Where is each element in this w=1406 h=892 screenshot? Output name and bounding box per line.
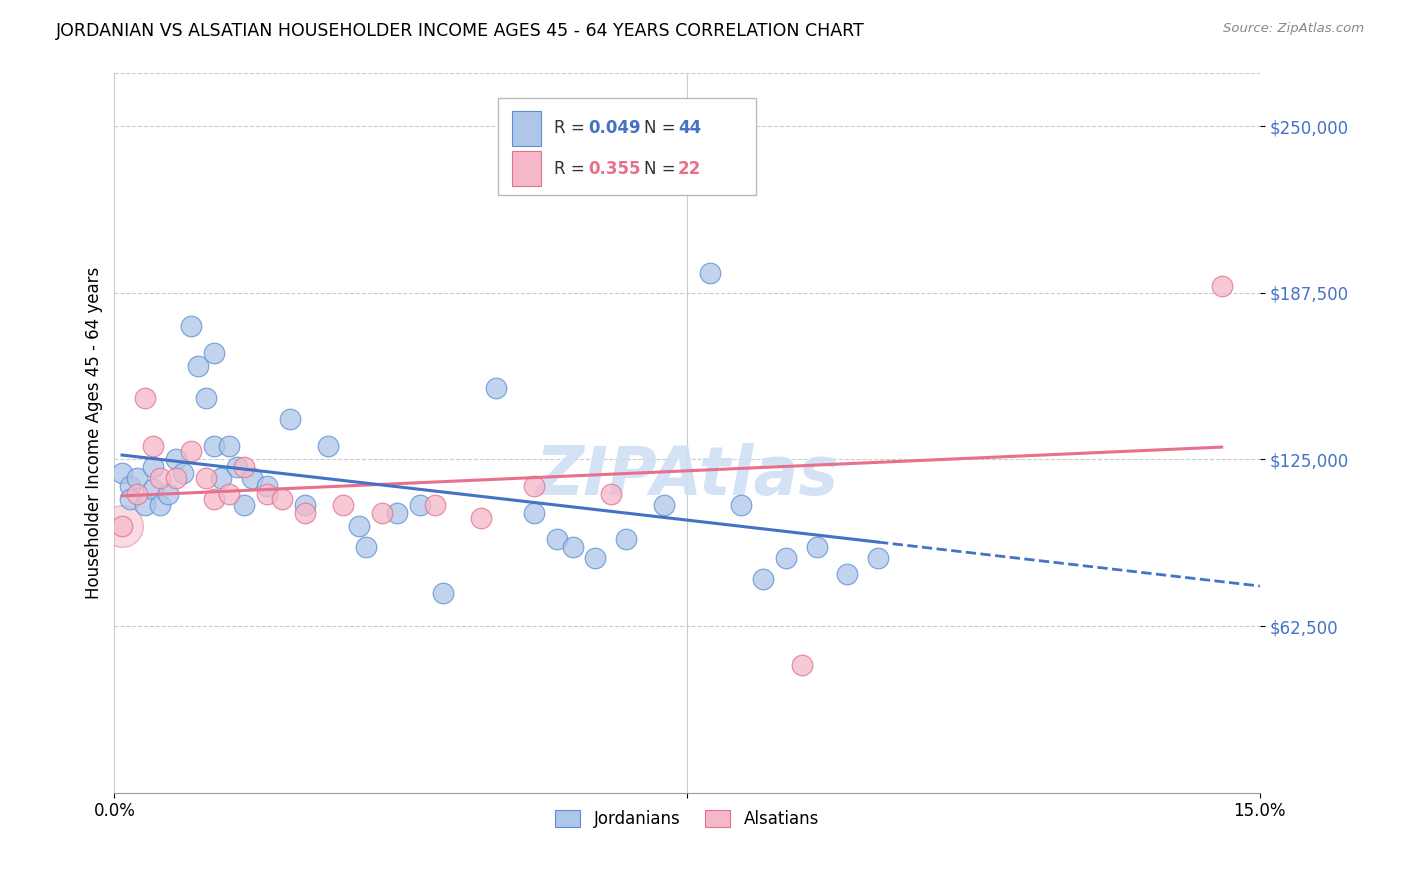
Point xyxy=(561,541,583,555)
Point xyxy=(202,492,225,507)
Point xyxy=(1211,279,1233,293)
Point xyxy=(165,452,187,467)
Point xyxy=(187,359,209,374)
Point xyxy=(195,391,218,405)
Point xyxy=(118,479,141,493)
Point xyxy=(423,498,446,512)
Point xyxy=(111,466,134,480)
Point xyxy=(142,460,165,475)
Point xyxy=(470,511,492,525)
Y-axis label: Householder Income Ages 45 - 64 years: Householder Income Ages 45 - 64 years xyxy=(86,267,103,599)
Point xyxy=(409,498,432,512)
Legend: Jordanians, Alsatians: Jordanians, Alsatians xyxy=(548,803,825,835)
Point xyxy=(356,541,378,555)
Point xyxy=(752,573,775,587)
Point xyxy=(278,412,301,426)
Point xyxy=(385,506,408,520)
Text: 44: 44 xyxy=(678,120,702,137)
Text: JORDANIAN VS ALSATIAN HOUSEHOLDER INCOME AGES 45 - 64 YEARS CORRELATION CHART: JORDANIAN VS ALSATIAN HOUSEHOLDER INCOME… xyxy=(56,22,865,40)
Point xyxy=(256,479,278,493)
Point xyxy=(316,439,339,453)
Point xyxy=(134,391,156,405)
Point xyxy=(218,439,240,453)
Text: 0.355: 0.355 xyxy=(589,160,641,178)
Point xyxy=(202,439,225,453)
Point xyxy=(111,519,134,533)
Point xyxy=(209,471,232,485)
Point xyxy=(195,471,218,485)
Point xyxy=(156,487,179,501)
FancyBboxPatch shape xyxy=(512,112,540,145)
FancyBboxPatch shape xyxy=(512,152,540,186)
Text: 22: 22 xyxy=(678,160,702,178)
Point xyxy=(775,551,797,566)
Point xyxy=(332,498,354,512)
Point xyxy=(218,487,240,501)
Point xyxy=(172,466,194,480)
Point xyxy=(652,498,675,512)
Point xyxy=(523,506,546,520)
Point xyxy=(233,460,256,475)
Point xyxy=(142,482,165,496)
Point xyxy=(614,533,637,547)
Point xyxy=(730,498,752,512)
Point xyxy=(256,487,278,501)
Point xyxy=(165,471,187,485)
Point xyxy=(523,479,546,493)
Point xyxy=(202,346,225,360)
Point xyxy=(142,439,165,453)
Point xyxy=(180,444,202,458)
Point xyxy=(118,492,141,507)
Point xyxy=(111,519,134,533)
Text: R =: R = xyxy=(554,160,591,178)
Point xyxy=(370,506,392,520)
Point xyxy=(134,498,156,512)
Point xyxy=(837,567,859,582)
Point xyxy=(699,266,721,280)
Text: 0.049: 0.049 xyxy=(589,120,641,137)
Point xyxy=(240,471,263,485)
Point xyxy=(149,471,172,485)
Text: R =: R = xyxy=(554,120,591,137)
Point xyxy=(127,487,149,501)
Point xyxy=(180,319,202,334)
Text: N =: N = xyxy=(644,120,681,137)
Point xyxy=(806,541,828,555)
Point xyxy=(233,498,256,512)
Text: Source: ZipAtlas.com: Source: ZipAtlas.com xyxy=(1223,22,1364,36)
Point xyxy=(790,657,813,672)
Point xyxy=(294,498,316,512)
Point xyxy=(599,487,621,501)
Text: N =: N = xyxy=(644,160,681,178)
Point xyxy=(432,586,454,600)
Point xyxy=(149,498,172,512)
Point xyxy=(294,506,316,520)
Point xyxy=(127,471,149,485)
Point xyxy=(585,551,607,566)
Point xyxy=(271,492,294,507)
Point xyxy=(485,380,508,394)
Point xyxy=(546,533,568,547)
Point xyxy=(347,519,370,533)
Point xyxy=(866,551,889,566)
Text: ZIPAtlas: ZIPAtlas xyxy=(536,443,839,509)
FancyBboxPatch shape xyxy=(498,98,756,195)
Point xyxy=(225,460,247,475)
